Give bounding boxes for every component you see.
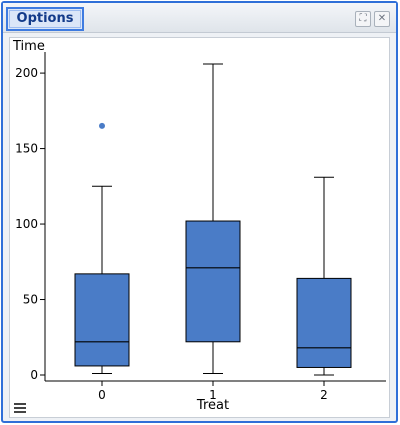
box-group-0 — [74, 122, 130, 374]
box-group-1 — [185, 63, 241, 374]
y-tick-label: 0 — [30, 368, 38, 382]
outlier-point — [99, 122, 105, 129]
box-group-2 — [296, 176, 352, 376]
options-button[interactable]: Options — [6, 7, 84, 31]
box-plot: Time Treat 0 50 100 150 200 0 1 2 — [12, 39, 386, 413]
x-tick-label: 2 — [320, 388, 328, 402]
y-tick-label: 150 — [15, 142, 38, 156]
x-tick-label: 1 — [209, 388, 217, 402]
close-icon[interactable]: ✕ — [374, 11, 390, 27]
box — [296, 277, 352, 368]
y-axis-label: Time — [12, 39, 45, 54]
title-bar: Options ⛶ ✕ — [3, 3, 396, 33]
x-axis-label: Treat — [196, 398, 229, 413]
box — [74, 273, 130, 367]
menu-icon[interactable] — [14, 403, 26, 413]
y-tick-label: 50 — [23, 293, 38, 307]
plot-panel: Time Treat 0 50 100 150 200 0 1 2 — [9, 37, 390, 418]
expand-icon[interactable]: ⛶ — [355, 11, 371, 27]
y-tick-label: 200 — [15, 66, 38, 80]
x-tick-label: 0 — [98, 388, 106, 402]
y-tick-label: 100 — [15, 217, 38, 231]
box — [185, 220, 241, 343]
